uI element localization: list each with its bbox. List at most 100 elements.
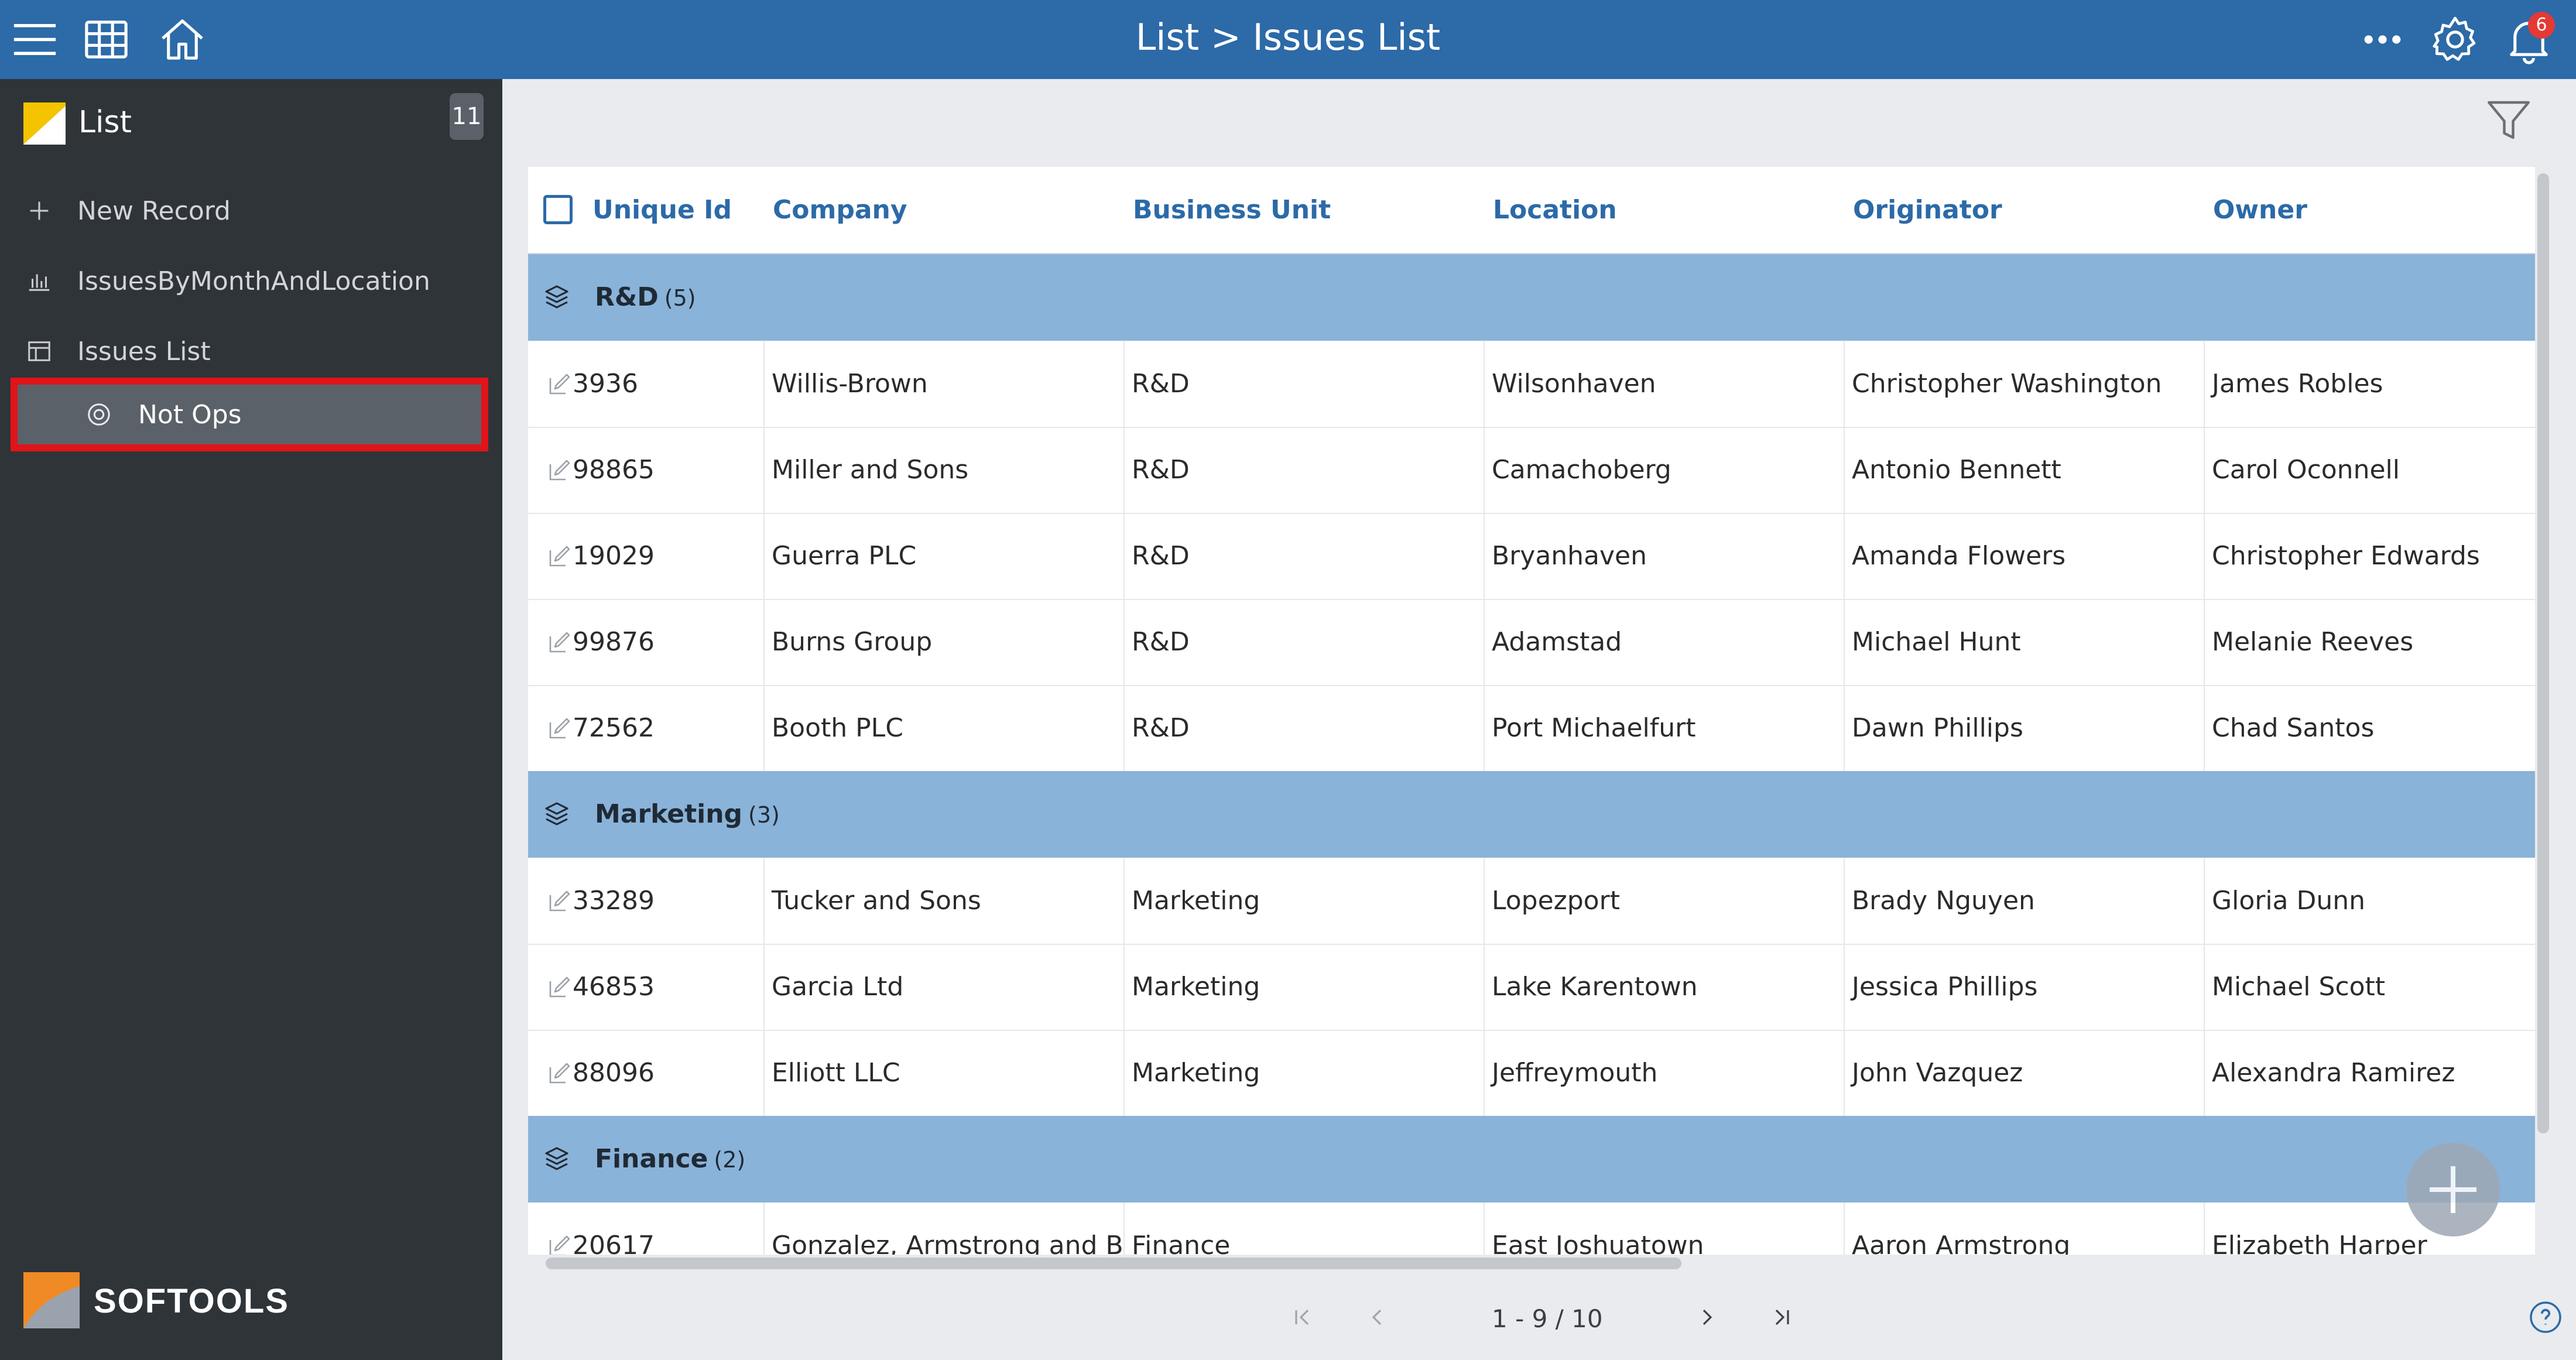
column-header-owner[interactable]: Owner — [2213, 195, 2307, 225]
table-cell: Bryanhaven — [1484, 513, 1844, 599]
edit-icon[interactable] — [546, 628, 574, 656]
group-name: Marketing (3) — [595, 799, 780, 829]
home-icon[interactable] — [155, 12, 210, 67]
next-page-icon[interactable] — [1693, 1303, 1721, 1331]
table-cell: Christopher Edwards — [2204, 513, 2535, 599]
notification-badge: 6 — [2528, 12, 2555, 39]
table-cell: 33289 — [573, 886, 655, 916]
group-header[interactable]: Marketing (3) — [528, 771, 2535, 858]
issues-table: Unique Id Company Business Unit Location… — [528, 167, 2535, 1255]
add-record-button[interactable] — [2406, 1143, 2500, 1236]
group-header[interactable]: R&D (5) — [528, 254, 2535, 341]
table-cell: Marketing — [1123, 944, 1484, 1030]
table-row[interactable]: 99876 Burns Group R&D Adamstad Michael Hunt M… — [528, 599, 2535, 686]
table-row[interactable]: 98865 Miller and Sons R&D Camachoberg Antoni… — [528, 427, 2535, 514]
sidebar-item-issues-by-month[interactable]: IssuesByMonthAndLocation — [0, 246, 502, 316]
table-cell: 3936 — [573, 369, 638, 399]
table-cell: Antonio Bennett — [1844, 427, 2204, 513]
edit-icon[interactable] — [546, 1059, 574, 1087]
edit-icon[interactable] — [546, 887, 574, 915]
edit-icon[interactable] — [546, 973, 574, 1001]
table-row[interactable]: 33289 Tucker and Sons Marketing Lopezport Br… — [528, 858, 2535, 945]
table-cell: Michael Scott — [2204, 944, 2535, 1030]
table-cell: Brady Nguyen — [1844, 858, 2204, 944]
table-row[interactable]: 72562 Booth PLC R&D Port Michaelfurt Dawn Ph… — [528, 685, 2535, 772]
more-icon[interactable] — [2355, 12, 2410, 67]
table-row[interactable]: 46853 Garcia Ltd Marketing Lake Karentown Je… — [528, 944, 2535, 1031]
table-cell: Christopher Washington — [1844, 341, 2204, 427]
column-header-unique-id[interactable]: Unique Id — [592, 195, 732, 225]
table-cell: Garcia Ltd — [763, 944, 1123, 1030]
table-cell: Burns Group — [763, 599, 1123, 685]
column-header-business-unit[interactable]: Business Unit — [1133, 195, 1331, 225]
edit-icon[interactable] — [546, 714, 574, 742]
table-cell: Willis-Brown — [763, 341, 1123, 427]
filter-icon[interactable] — [2482, 94, 2535, 146]
group-label: Finance — [595, 1144, 708, 1174]
bar-chart-icon — [26, 268, 53, 294]
edit-icon[interactable] — [546, 456, 574, 484]
table-cell: R&D — [1123, 599, 1484, 685]
table-cell: Marketing — [1123, 1030, 1484, 1116]
group-count: (2) — [714, 1147, 746, 1173]
softools-logo-icon — [23, 1272, 80, 1328]
group-label: R&D — [595, 282, 659, 312]
page-indicator: 1 - 9 / 10 — [1492, 1304, 1603, 1333]
table-cell: Booth PLC — [763, 685, 1123, 771]
vertical-scrollbar[interactable] — [2537, 173, 2549, 1133]
edit-icon[interactable] — [546, 1232, 574, 1255]
table-cell: Lake Karentown — [1484, 944, 1844, 1030]
layers-icon — [541, 281, 573, 313]
brand-name: SOFTOOLS — [94, 1282, 289, 1320]
table-cell: Carol Oconnell — [2204, 427, 2535, 513]
list-app-icon — [23, 102, 66, 145]
group-header[interactable]: Finance (2) — [528, 1116, 2535, 1203]
column-header-location[interactable]: Location — [1493, 195, 1617, 225]
table-cell: 46853 — [573, 972, 655, 1002]
table-row[interactable]: 3936 Willis-Brown R&D Wilsonhaven Christophe… — [528, 341, 2535, 428]
table-row[interactable]: 19029 Guerra PLC R&D Bryanhaven Amanda Flowe… — [528, 513, 2535, 600]
table-cell: Wilsonhaven — [1484, 341, 1844, 427]
plus-icon — [26, 197, 53, 224]
page-title: List > Issues List — [1135, 16, 1441, 59]
group-name: Finance (2) — [595, 1144, 745, 1174]
table-cell: Miller and Sons — [763, 427, 1123, 513]
first-page-icon[interactable] — [1288, 1303, 1316, 1331]
table-cell: James Robles — [2204, 341, 2535, 427]
previous-page-icon[interactable] — [1363, 1303, 1391, 1331]
sidebar: List 11 New Record IssuesByMonthAndLocat… — [0, 79, 502, 1360]
grid-icon[interactable] — [78, 12, 134, 67]
table-cell: Lopezport — [1484, 858, 1844, 944]
table-row[interactable]: 88096 Elliott LLC Marketing Jeffreymouth Joh… — [528, 1030, 2535, 1117]
gear-icon[interactable] — [2427, 12, 2483, 67]
sidebar-count-badge: 11 — [450, 93, 484, 140]
column-header-company[interactable]: Company — [773, 195, 907, 225]
sidebar-item-not-ops[interactable]: Not Ops — [11, 378, 488, 451]
hamburger-menu-icon[interactable] — [7, 12, 63, 67]
table-cell: R&D — [1123, 685, 1484, 771]
sidebar-item-issues-list[interactable]: Issues List — [0, 317, 502, 386]
table-row[interactable]: 20617 Gonzalez, Armstrong and Br Finance Ea… — [528, 1203, 2535, 1255]
edit-icon[interactable] — [546, 370, 574, 398]
top-bar: List > Issues List 6 — [0, 0, 2576, 79]
table-icon — [26, 338, 53, 365]
table-cell: Dawn Phillips — [1844, 685, 2204, 771]
table-cell: 19029 — [573, 541, 655, 571]
group-label: Marketing — [595, 799, 743, 829]
sidebar-item-new-record[interactable]: New Record — [0, 176, 502, 245]
help-icon[interactable] — [2528, 1300, 2563, 1335]
table-cell: Marketing — [1123, 858, 1484, 944]
sidebar-item-label: IssuesByMonthAndLocation — [77, 266, 430, 296]
sidebar-header: List 11 — [0, 79, 502, 167]
group-count: (3) — [748, 802, 780, 828]
last-page-icon[interactable] — [1768, 1303, 1796, 1331]
horizontal-scrollbar[interactable] — [546, 1258, 1681, 1269]
edit-icon[interactable] — [546, 542, 574, 570]
table-cell: Camachoberg — [1484, 427, 1844, 513]
table-cell: Amanda Flowers — [1844, 513, 2204, 599]
filter-circle-icon — [85, 401, 112, 428]
column-header-originator[interactable]: Originator — [1853, 195, 2002, 225]
table-cell: 20617 — [573, 1231, 655, 1255]
select-all-checkbox[interactable] — [543, 195, 573, 224]
sidebar-item-label: Issues List — [77, 337, 211, 366]
